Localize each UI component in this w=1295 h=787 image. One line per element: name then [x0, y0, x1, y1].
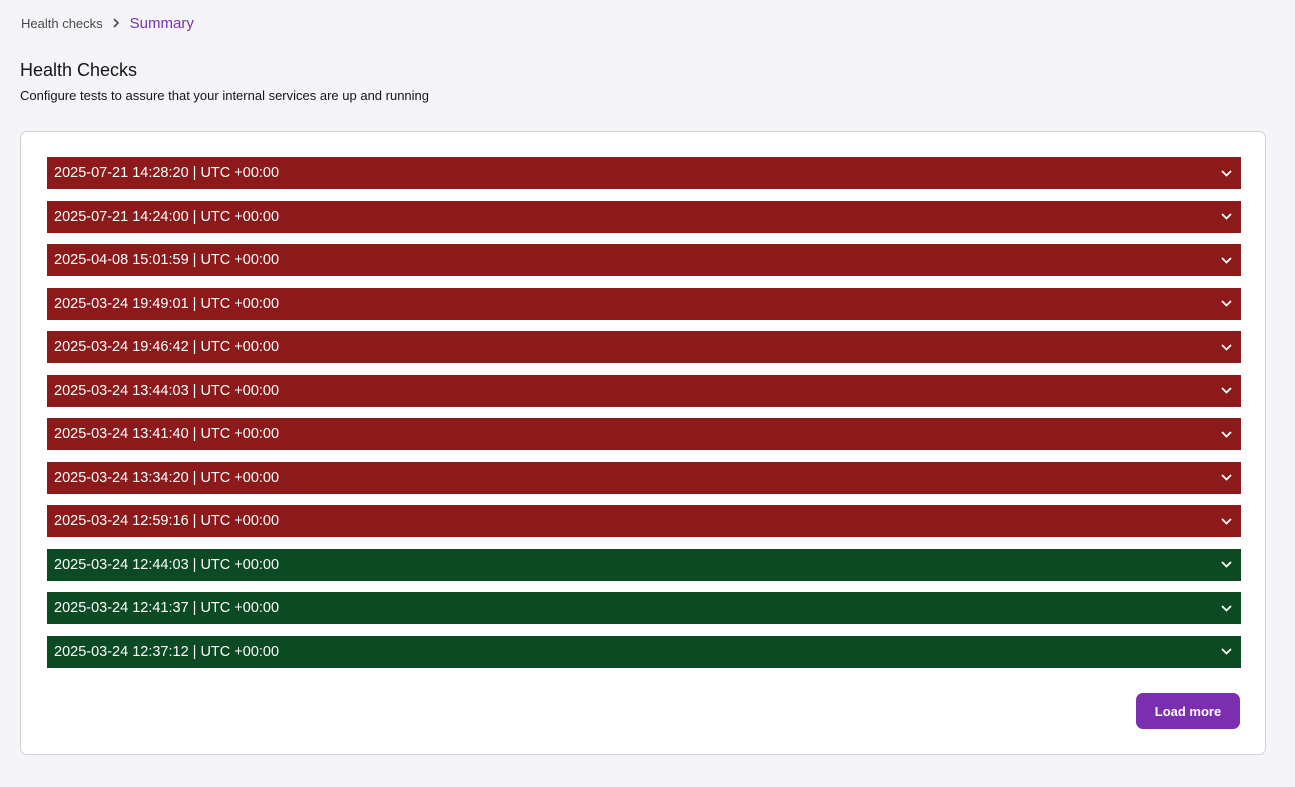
chevron-down-icon[interactable] [1219, 514, 1233, 528]
breadcrumb-health-checks-link[interactable]: Health checks [21, 15, 103, 31]
chevron-down-icon[interactable] [1219, 645, 1233, 659]
health-check-timestamp: 2025-03-24 12:59:16 | UTC +00:00 [54, 513, 280, 529]
health-check-timestamp: 2025-03-24 13:34:20 | UTC +00:00 [54, 469, 280, 486]
chevron-down-icon[interactable] [1219, 384, 1233, 398]
health-check-timestamp: 2025-04-08 15:01:59 | UTC +00:00 [54, 252, 280, 268]
health-checks-card: 2025-07-21 14:28:20 | UTC +00:00 2025-07-… [20, 131, 1266, 755]
health-check-timestamp: 2025-03-24 19:49:01 | UTC +00:00 [54, 295, 280, 312]
chevron-down-icon[interactable] [1219, 253, 1233, 267]
health-check-row[interactable]: 2025-03-24 13:34:20 | UTC +00:00 [47, 461, 1241, 494]
health-check-timestamp: 2025-07-21 14:28:20 | UTC +00:00 [54, 165, 280, 181]
health-check-timestamp: 2025-03-24 12:37:12 | UTC +00:00 [54, 643, 280, 660]
chevron-right-icon [112, 13, 120, 33]
health-check-row[interactable]: 2025-03-24 13:44:03 | UTC +00:00 [47, 374, 1241, 407]
health-check-timestamp: 2025-03-24 12:44:03 | UTC +00:00 [54, 556, 280, 573]
health-check-row[interactable]: 2025-03-24 12:41:37 | UTC +00:00 [47, 592, 1241, 624]
chevron-down-icon[interactable] [1219, 601, 1233, 615]
chevron-down-icon[interactable] [1219, 166, 1233, 180]
load-more-button[interactable]: Load more [1136, 693, 1240, 729]
health-check-row[interactable]: 2025-03-24 12:59:16 | UTC +00:00 [47, 505, 1241, 537]
page-title: Health Checks [20, 60, 138, 80]
health-check-row[interactable]: 2025-07-21 14:24:00 | UTC +00:00 [47, 200, 1241, 233]
chevron-down-icon[interactable] [1219, 427, 1233, 441]
health-check-row[interactable]: 2025-03-24 12:37:12 | UTC +00:00 [47, 635, 1241, 668]
health-check-row[interactable]: 2025-07-21 14:28:20 | UTC +00:00 [47, 157, 1241, 189]
health-check-row[interactable]: 2025-03-24 13:41:40 | UTC +00:00 [47, 418, 1241, 450]
health-check-timestamp: 2025-07-21 14:24:00 | UTC +00:00 [54, 208, 280, 225]
chevron-down-icon[interactable] [1219, 297, 1233, 311]
breadcrumb: Health checks Summary [21, 13, 194, 33]
page-subtitle: Configure tests to assure that your inte… [20, 88, 430, 103]
chevron-down-icon[interactable] [1219, 558, 1233, 572]
chevron-down-icon[interactable] [1219, 210, 1233, 224]
health-check-list: 2025-07-21 14:28:20 | UTC +00:00 2025-07-… [47, 157, 1241, 679]
health-check-timestamp: 2025-03-24 13:41:40 | UTC +00:00 [54, 426, 280, 442]
health-check-row[interactable]: 2025-03-24 12:44:03 | UTC +00:00 [47, 548, 1241, 581]
chevron-down-icon[interactable] [1219, 340, 1233, 354]
health-check-timestamp: 2025-03-24 12:41:37 | UTC +00:00 [54, 600, 280, 616]
health-check-row[interactable]: 2025-03-24 19:46:42 | UTC +00:00 [47, 331, 1241, 363]
breadcrumb-current: Summary [129, 14, 194, 32]
health-check-row[interactable]: 2025-03-24 19:49:01 | UTC +00:00 [47, 287, 1241, 320]
health-check-timestamp: 2025-03-24 13:44:03 | UTC +00:00 [54, 382, 280, 399]
health-check-timestamp: 2025-03-24 19:46:42 | UTC +00:00 [54, 339, 280, 355]
health-check-row[interactable]: 2025-04-08 15:01:59 | UTC +00:00 [47, 244, 1241, 276]
chevron-down-icon[interactable] [1219, 471, 1233, 485]
